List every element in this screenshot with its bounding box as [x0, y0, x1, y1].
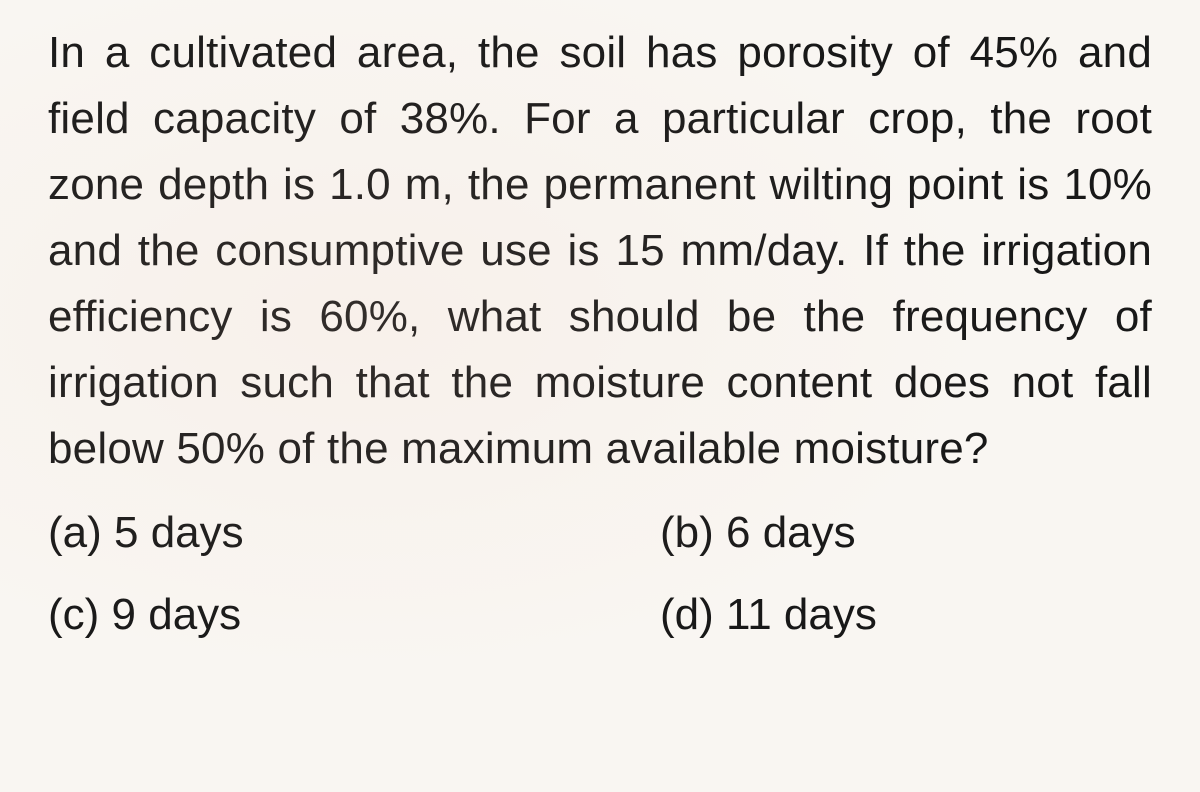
options-grid: (a) 5 days (b) 6 days (c) 9 days (d) 11 … — [48, 500, 1152, 648]
option-d[interactable]: (d) 11 days — [600, 582, 1152, 648]
option-b[interactable]: (b) 6 days — [600, 500, 1152, 566]
question-page: In a cultivated area, the soil has poros… — [0, 0, 1200, 668]
option-c[interactable]: (c) 9 days — [48, 582, 600, 648]
option-a[interactable]: (a) 5 days — [48, 500, 600, 566]
question-text: In a cultivated area, the soil has poros… — [48, 20, 1152, 482]
